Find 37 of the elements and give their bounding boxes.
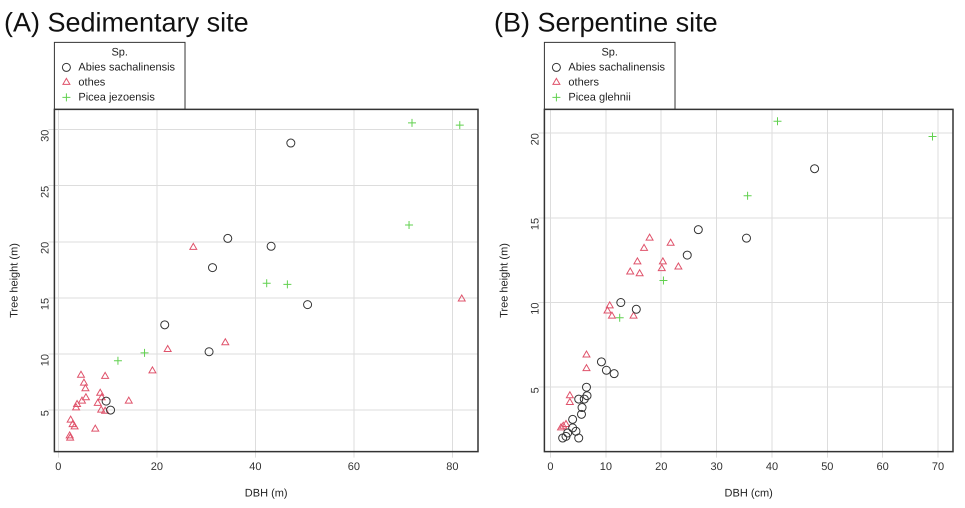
y-tick-label: 20	[39, 242, 52, 254]
y-tick-label: 5	[39, 410, 52, 416]
y-axis-title: Tree height (m)	[8, 243, 21, 318]
legend-label: Picea glehnii	[568, 91, 631, 104]
legend-label: others	[568, 76, 600, 88]
x-tick-label: 20	[655, 461, 668, 474]
x-tick-label: 60	[876, 461, 889, 474]
legend-label: othes	[78, 76, 106, 88]
legend-label: Abies sachalinensis	[568, 61, 666, 74]
y-tick-label: 15	[529, 218, 542, 230]
x-tick-label: 50	[821, 461, 834, 474]
x-tick-label: 0	[547, 461, 554, 474]
x-tick-label: 10	[600, 461, 612, 474]
y-tick-label: 10	[529, 302, 542, 315]
x-tick-label: 40	[249, 461, 262, 474]
legend-label: Picea jezoensis	[78, 91, 156, 104]
x-tick-label: 40	[766, 461, 778, 474]
y-axis-title: Tree height (m)	[498, 243, 511, 318]
chart-title: (B) Serpentine site	[494, 8, 718, 38]
y-tick-label: 15	[39, 298, 52, 310]
y-tick-label: 10	[39, 354, 52, 366]
x-tick-label: 80	[446, 461, 459, 474]
x-tick-label: 20	[150, 461, 163, 474]
legend-title: Sp.	[601, 46, 618, 58]
x-tick-label: 0	[55, 461, 62, 474]
chart-title: (A) Sedimentary site	[4, 8, 249, 38]
y-tick-label: 25	[39, 186, 52, 198]
y-tick-label: 5	[529, 387, 542, 394]
legend-label: Abies sachalinensis	[78, 61, 176, 74]
x-tick-label: 30	[710, 461, 723, 474]
x-axis-title: DBH (m)	[244, 487, 288, 500]
x-tick-label: 60	[348, 461, 360, 474]
legend-title: Sp.	[111, 46, 128, 58]
y-tick-label: 30	[39, 130, 52, 142]
x-axis-title: DBH (cm)	[724, 487, 773, 500]
x-tick-label: 70	[932, 461, 944, 474]
y-tick-label: 20	[529, 133, 542, 146]
